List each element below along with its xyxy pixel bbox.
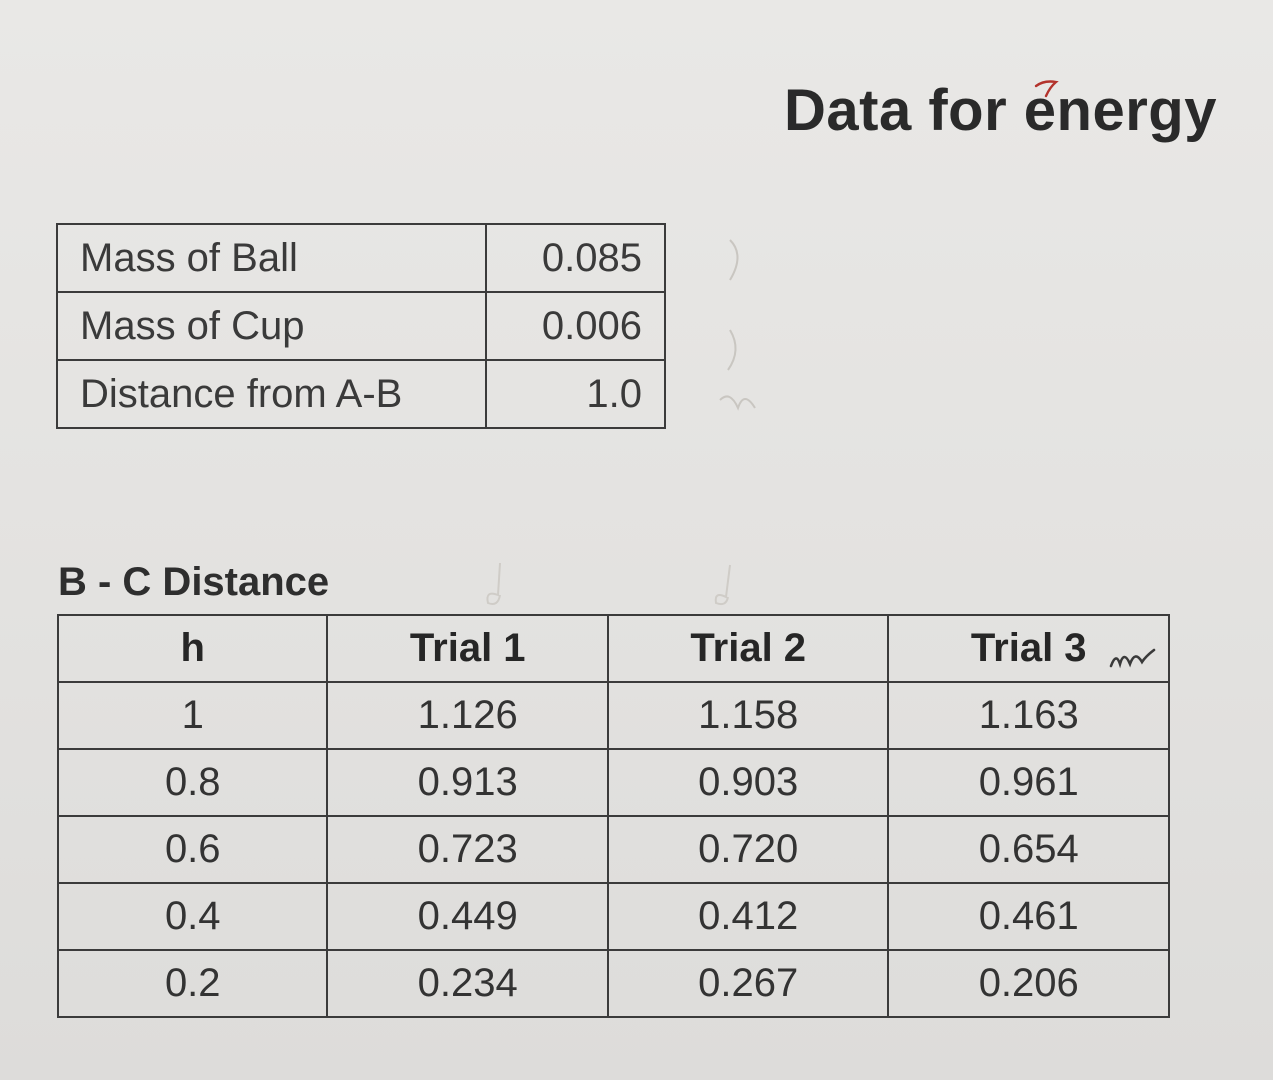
table-row: Distance from A-B 1.0: [56, 359, 667, 429]
table-cell: 0.234: [326, 949, 609, 1018]
table-row: 0.4 0.449 0.412 0.461: [56, 882, 1170, 951]
constant-value: 0.006: [484, 291, 667, 361]
table-cell: 0.412: [606, 882, 890, 951]
table-cell: 0.6: [56, 815, 329, 884]
table-row: 1 1.126 1.158 1.163: [56, 681, 1170, 750]
table-cell: 0.723: [326, 815, 609, 884]
table-cell: 0.961: [887, 748, 1170, 817]
table-cell: 1.126: [326, 681, 609, 750]
table-cell: 0.903: [606, 748, 890, 817]
column-header: h: [56, 614, 329, 683]
constant-value: 1.0: [484, 359, 667, 429]
table-row: Mass of Cup 0.006: [56, 291, 667, 361]
table-cell: 1.163: [887, 681, 1170, 750]
column-header: Trial 1: [326, 614, 609, 683]
table-row: 0.6 0.723 0.720 0.654: [56, 815, 1170, 884]
table-cell: 0.2: [56, 949, 329, 1018]
table-cell: 0.4: [56, 882, 329, 951]
table-cell: 0.8: [56, 748, 329, 817]
trials-table: h Trial 1 Trial 2 Trial 3 1 1.126 1.158 …: [56, 614, 1170, 1018]
column-header: Trial 3: [887, 614, 1170, 683]
table-cell: 1.158: [606, 681, 890, 750]
table-cell: 0.267: [606, 949, 890, 1018]
section-caption: B - C Distance: [58, 560, 330, 604]
table-cell: 0.449: [326, 882, 609, 951]
page-title: Data for energy: [784, 78, 1217, 143]
table-cell: 0.654: [887, 815, 1170, 884]
table-cell: 1: [56, 681, 329, 750]
constant-label: Distance from A-B: [56, 359, 487, 429]
table-row: 0.8 0.913 0.903 0.961: [56, 748, 1170, 817]
constant-value: 0.085: [484, 223, 667, 293]
table-header-row: h Trial 1 Trial 2 Trial 3: [56, 614, 1170, 683]
table-row: 0.2 0.234 0.267 0.206: [56, 949, 1170, 1018]
constant-label: Mass of Cup: [56, 291, 487, 361]
table-cell: 0.206: [887, 949, 1170, 1018]
constants-table: Mass of Ball 0.085 Mass of Cup 0.006 Dis…: [56, 223, 667, 429]
table-cell: 0.913: [326, 748, 609, 817]
table-cell: 0.720: [606, 815, 890, 884]
column-header: Trial 2: [606, 614, 890, 683]
table-cell: 0.461: [887, 882, 1170, 951]
constant-label: Mass of Ball: [56, 223, 487, 293]
table-row: Mass of Ball 0.085: [56, 223, 667, 293]
